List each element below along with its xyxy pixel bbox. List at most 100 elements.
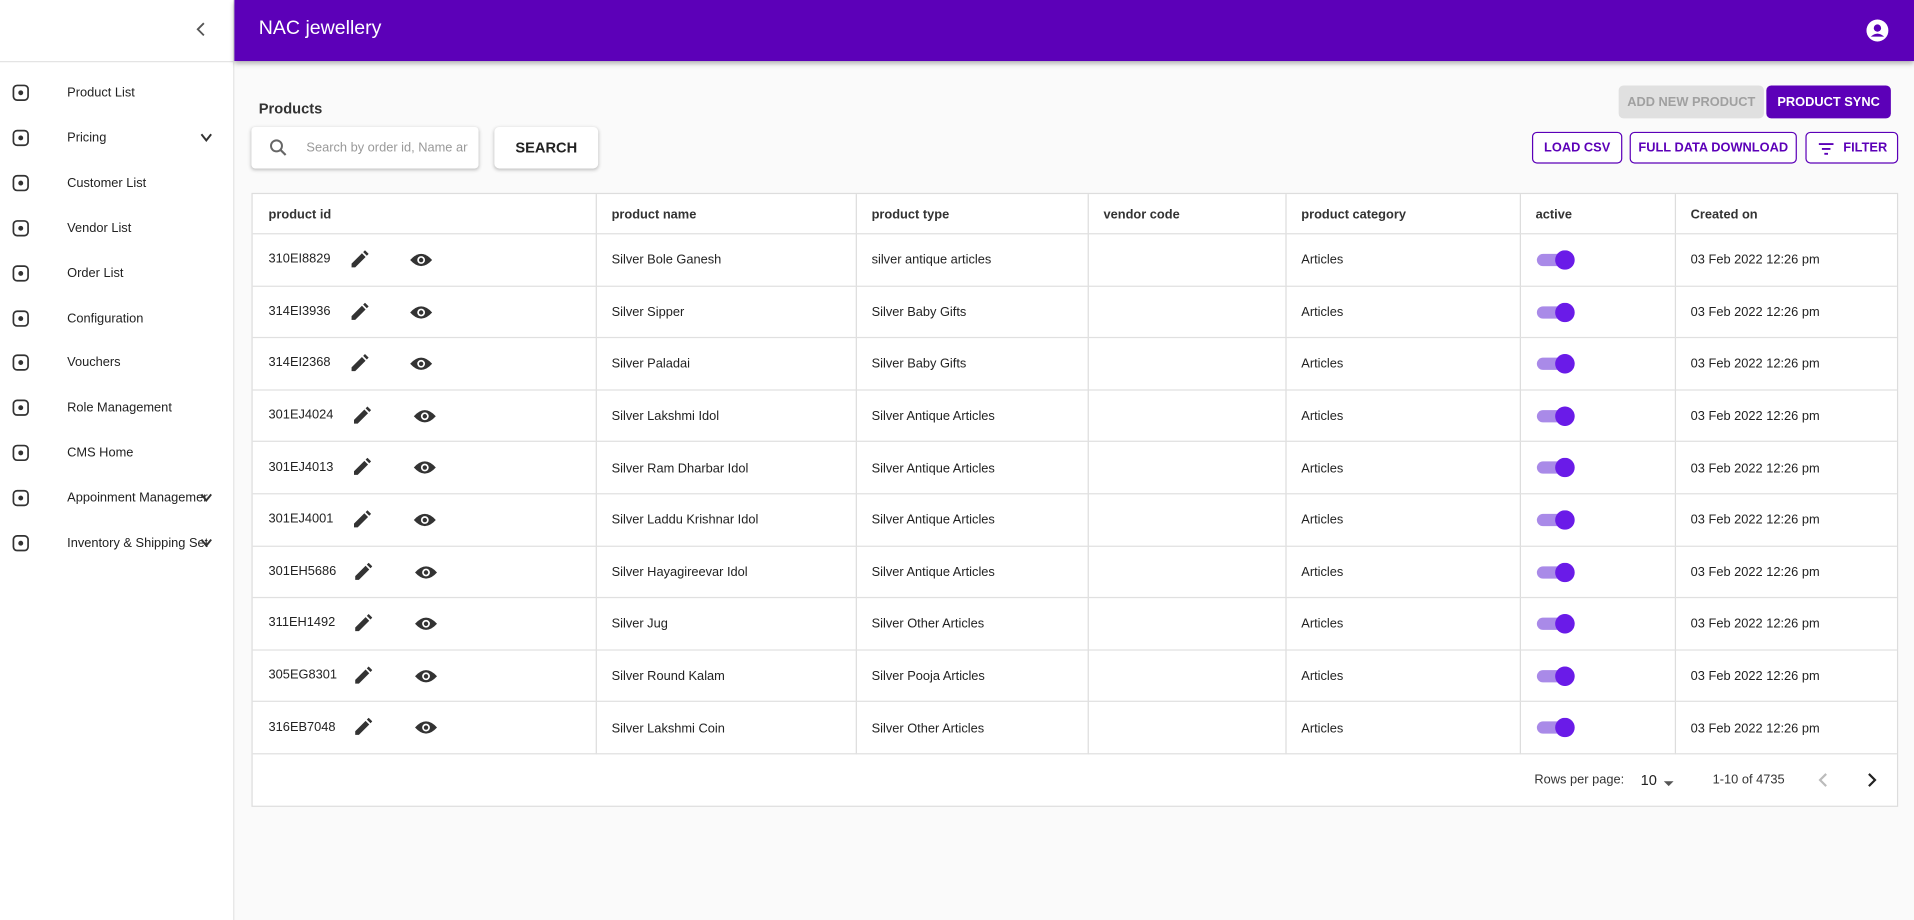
column-divider — [1285, 194, 1287, 755]
add-product-button[interactable]: ADD NEW PRODUCT — [1618, 85, 1764, 119]
active-toggle[interactable] — [1536, 458, 1578, 478]
column-header: Created on — [1690, 206, 1758, 222]
view-button[interactable] — [413, 511, 437, 532]
row-divider — [252, 441, 1897, 443]
table-row — [253, 338, 1897, 390]
product-name: Silver Laddu Krishnar Idol — [611, 513, 759, 528]
product-type: Silver Baby Gifts — [871, 357, 967, 372]
active-toggle[interactable] — [1536, 302, 1578, 322]
edit-button[interactable] — [349, 302, 369, 325]
table-row — [253, 650, 1897, 702]
sidebar-icon — [11, 353, 31, 373]
product-id: 314EI2368 — [268, 355, 331, 371]
edit-button[interactable] — [352, 406, 372, 429]
created-on: 03 Feb 2022 12:26 pm — [1690, 721, 1820, 736]
column-divider — [1519, 194, 1521, 755]
active-toggle[interactable] — [1536, 666, 1578, 686]
active-toggle[interactable] — [1536, 250, 1578, 270]
column-header: active — [1535, 206, 1572, 222]
created-on: 03 Feb 2022 12:26 pm — [1690, 513, 1820, 528]
product-id: 311EH1492 — [268, 615, 336, 631]
sync-button[interactable]: PRODUCT SYNC — [1766, 85, 1891, 119]
search-button[interactable]: SEARCH — [494, 126, 599, 169]
view-button[interactable] — [409, 251, 433, 272]
rows-per-page-select[interactable]: 10 — [1640, 771, 1657, 789]
edit-button[interactable] — [352, 510, 372, 533]
product-id: 301EJ4013 — [268, 459, 334, 475]
filter-button[interactable]: FILTER — [1805, 131, 1899, 164]
active-toggle[interactable] — [1536, 614, 1578, 634]
view-button[interactable] — [409, 303, 433, 324]
edit-button[interactable] — [353, 562, 373, 585]
product-type: Silver Antique Articles — [871, 565, 995, 580]
products-table: product id product name product type vendor… — [251, 192, 1899, 807]
next-page[interactable] — [1863, 771, 1880, 792]
product-category: Articles — [1301, 461, 1344, 476]
product-type: silver antique articles — [871, 253, 992, 268]
product-name: Silver Jug — [611, 617, 668, 632]
active-toggle[interactable] — [1536, 718, 1578, 738]
column-header: product id — [268, 206, 332, 222]
sidebar-label: Product List — [67, 85, 135, 101]
edit-button[interactable] — [352, 458, 372, 481]
load-csv-button[interactable]: LOAD CSV — [1531, 131, 1623, 164]
product-category: Articles — [1301, 253, 1344, 268]
collapse-button[interactable] — [193, 21, 210, 38]
view-button[interactable] — [413, 407, 437, 428]
sidebar-icon — [11, 488, 31, 508]
row-divider — [252, 701, 1897, 703]
row-divider — [252, 233, 1897, 235]
product-id: 301EJ4024 — [268, 407, 334, 423]
view-button[interactable] — [414, 563, 438, 584]
created-on: 03 Feb 2022 12:26 pm — [1690, 461, 1820, 476]
view-button[interactable] — [414, 719, 438, 740]
created-on: 03 Feb 2022 12:26 pm — [1690, 409, 1820, 424]
active-toggle[interactable] — [1536, 354, 1578, 374]
edit-button[interactable] — [353, 666, 373, 689]
sidebar-icon — [11, 398, 31, 418]
view-button[interactable] — [414, 615, 438, 636]
row-divider — [252, 285, 1897, 287]
product-category: Articles — [1301, 409, 1344, 424]
view-button[interactable] — [414, 667, 438, 688]
active-toggle[interactable] — [1536, 510, 1578, 530]
edit-button[interactable] — [349, 250, 369, 273]
sidebar: Product List Pricing Customer List Vendor L… — [0, 0, 235, 920]
sidebar-label: Configuration — [67, 310, 144, 326]
table-row — [253, 598, 1897, 650]
account-icon[interactable] — [1866, 19, 1889, 42]
search-box[interactable]: Search by order id, Name and — [251, 126, 479, 169]
column-divider — [855, 194, 857, 755]
expand-chevron — [199, 537, 214, 549]
select-arrow — [1663, 776, 1675, 791]
product-type: Silver Other Articles — [871, 721, 985, 736]
product-type: Silver Baby Gifts — [871, 305, 967, 320]
active-toggle[interactable] — [1536, 406, 1578, 426]
product-name: Silver Paladai — [611, 357, 690, 372]
edit-button[interactable] — [353, 614, 373, 637]
expand-chevron — [199, 492, 214, 504]
sidebar-label: Appoinment Management — [67, 490, 208, 506]
app-bar: NAC jewellery — [234, 0, 1914, 62]
created-on: 03 Feb 2022 12:26 pm — [1690, 357, 1820, 372]
edit-button[interactable] — [353, 718, 373, 741]
table-row — [253, 494, 1897, 546]
filter-label: FILTER — [1843, 140, 1888, 156]
download-button[interactable]: FULL DATA DOWNLOAD — [1629, 131, 1797, 164]
created-on: 03 Feb 2022 12:26 pm — [1690, 669, 1820, 684]
row-divider — [252, 389, 1897, 391]
product-category: Articles — [1301, 669, 1344, 684]
filter-icon — [1818, 143, 1834, 155]
column-divider — [1674, 194, 1677, 755]
active-toggle[interactable] — [1536, 562, 1578, 582]
prev-page[interactable] — [1815, 771, 1832, 792]
row-divider — [252, 545, 1897, 547]
sidebar-icon — [11, 128, 31, 148]
row-divider — [252, 649, 1897, 651]
view-button[interactable] — [409, 355, 433, 376]
column-header: vendor code — [1103, 206, 1180, 222]
view-button[interactable] — [413, 459, 437, 480]
edit-button[interactable] — [349, 354, 369, 377]
column-header: product name — [611, 206, 697, 222]
sidebar-icon — [11, 173, 31, 193]
